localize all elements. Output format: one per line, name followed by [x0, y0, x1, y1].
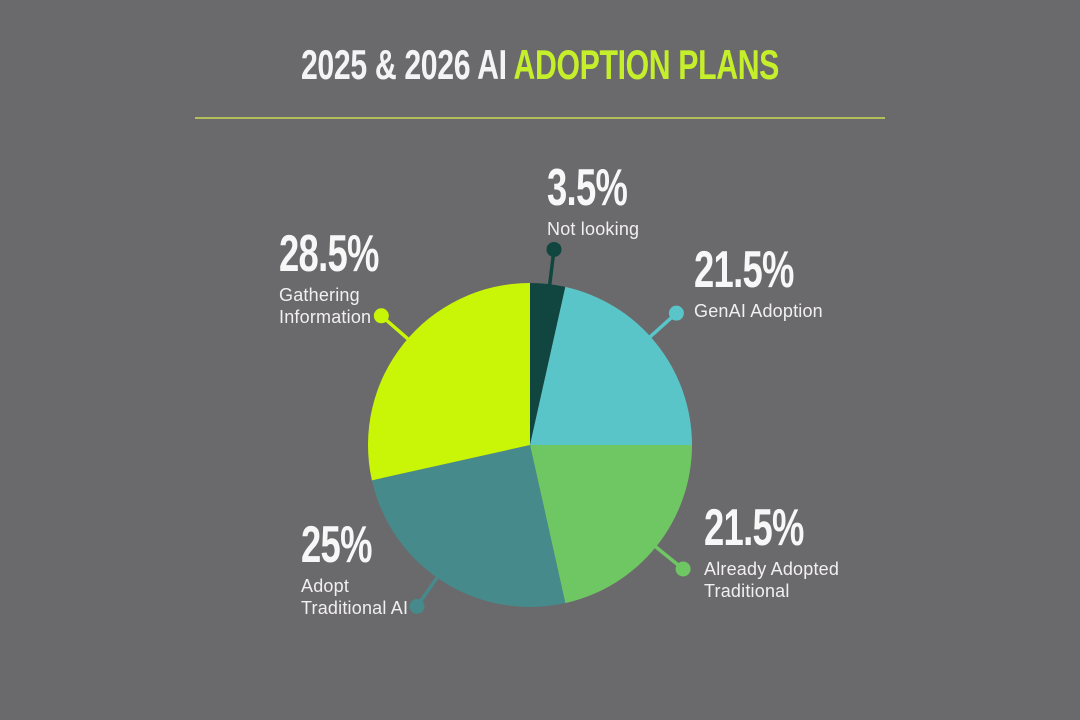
callout-label-line: Information — [279, 306, 372, 327]
callout-label-line: Not looking — [547, 218, 640, 239]
pct-value-genai: 21.5% — [694, 241, 794, 299]
page-title-highlight: ADOPTION PLANS — [513, 41, 780, 88]
callout-label-line: Adopt — [301, 575, 350, 596]
leader-line-3 — [415, 565, 447, 608]
callout-adopt-traditional: 25% Adopt Traditional AI — [301, 516, 409, 620]
leader-dot-1 — [668, 305, 684, 321]
callout-label-line: Traditional — [704, 580, 790, 601]
callout-not-looking: 3.5% Not looking — [547, 159, 662, 241]
callout-label-line: Gathering — [279, 284, 360, 305]
pct-value-adopt-traditional: 25% — [301, 516, 372, 574]
pie-slice-0 — [530, 283, 566, 445]
callout-gathering-information: 28.5% Gathering Information — [279, 225, 421, 329]
pct-value-gathering: 28.5% — [279, 225, 379, 283]
callout-label-line: Traditional AI — [301, 597, 409, 618]
pie-slice-1 — [530, 286, 692, 445]
callout-already-adopted: 21.5% Already Adopted Traditional — [704, 499, 846, 603]
leader-line-1 — [638, 311, 678, 348]
page-title: 2025 & 2026 AI ADOPTION PLANS — [0, 44, 1080, 86]
pie-slice-3 — [371, 445, 566, 608]
leader-line-2 — [643, 536, 685, 571]
callout-label-line: GenAI Adoption — [694, 300, 823, 321]
leader-line-0 — [546, 249, 556, 299]
leader-dot-0 — [546, 241, 562, 257]
pct-value-already-adopted: 21.5% — [704, 499, 804, 557]
leader-dot-4 — [373, 308, 389, 324]
callout-genai-adoption: 21.5% GenAI Adoption — [694, 241, 836, 323]
title-divider — [195, 117, 885, 119]
pie-slice-2 — [530, 445, 692, 604]
pct-value-not-looking: 3.5% — [547, 159, 628, 217]
page-title-prefix: 2025 & 2026 AI — [300, 41, 514, 88]
pie-slice-4 — [367, 282, 530, 481]
leader-line-4 — [380, 314, 420, 350]
callout-label-line: Already Adopted — [704, 558, 840, 579]
leader-dot-2 — [675, 561, 691, 577]
leader-dot-3 — [409, 598, 425, 614]
